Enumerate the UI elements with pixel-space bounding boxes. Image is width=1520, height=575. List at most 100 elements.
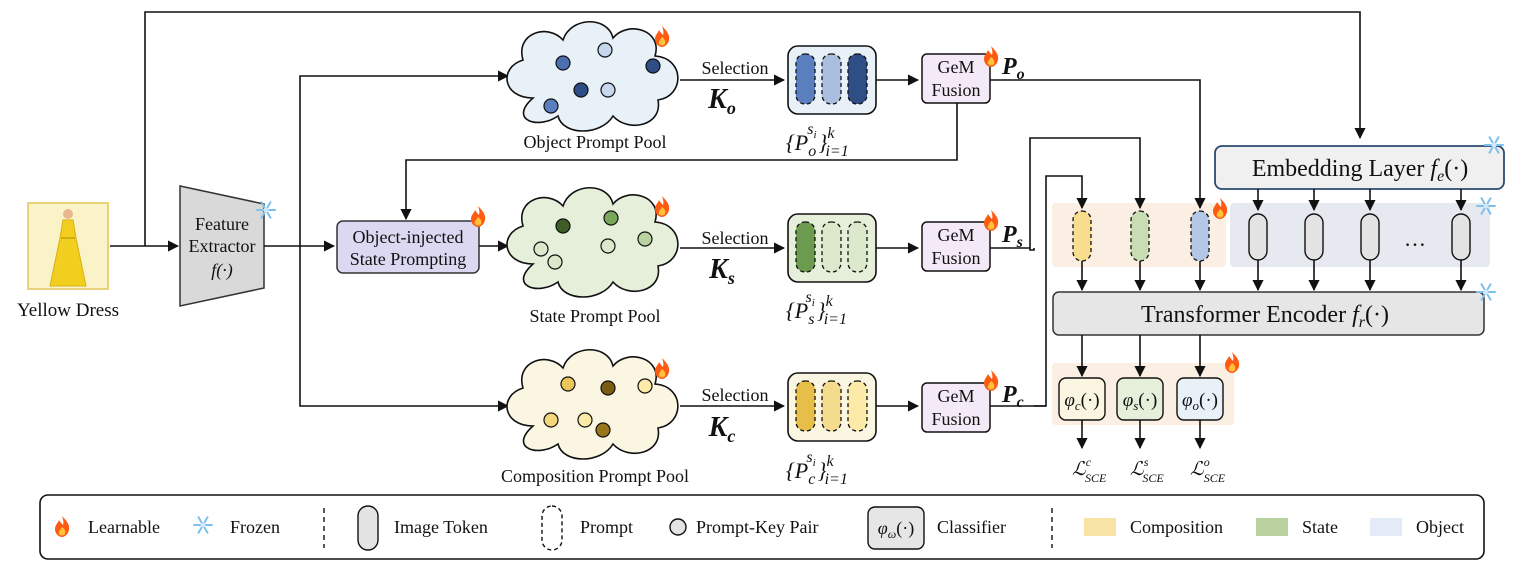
state-pool-fire-icon bbox=[655, 196, 670, 217]
state-prompt-set-label: {Pssi}k i=1 bbox=[786, 289, 847, 328]
osp-line2: State Prompting bbox=[350, 249, 467, 269]
svg-text:φs(·): φs(·) bbox=[1123, 390, 1158, 413]
composition-pool-fire-icon bbox=[655, 358, 670, 379]
loss-state: ℒs SCE bbox=[1130, 455, 1164, 485]
legend-classifier-symbol: φω(·) bbox=[878, 518, 914, 541]
legend-prompt: Prompt bbox=[580, 517, 633, 537]
key-object-sub: o bbox=[727, 98, 736, 118]
composition-prompt-set-label: {Pcsi}k i=1 bbox=[786, 449, 848, 488]
object-selected-prompts bbox=[787, 45, 877, 115]
prompt-tokens-fire-icon bbox=[1213, 198, 1228, 219]
input-image bbox=[27, 202, 109, 290]
composition-selected-prompts bbox=[787, 372, 877, 442]
object-gem-fire-icon bbox=[984, 46, 999, 67]
composition-pool-label: Composition Prompt Pool bbox=[501, 466, 689, 486]
legend-composition: Composition bbox=[1130, 517, 1223, 537]
state-prompt-pool bbox=[506, 186, 679, 298]
svg-text:Fusion: Fusion bbox=[931, 248, 980, 268]
composition-fusion-output: Pc bbox=[1001, 382, 1024, 411]
state-fusion-output: Ps bbox=[1001, 222, 1023, 251]
extractor-line1: Feature bbox=[195, 214, 249, 234]
selection-state-text: Selection bbox=[702, 228, 769, 248]
object-gem-fusion: GeM Fusion bbox=[921, 53, 991, 104]
loss-composition: ℒc SCE bbox=[1072, 455, 1107, 485]
key-state-sub: s bbox=[727, 268, 735, 288]
svg-text:{Pssi}ki=1: {Pssi}k i=1 bbox=[786, 289, 847, 328]
svg-text:GeM: GeM bbox=[938, 386, 975, 406]
composition-prompt-pool bbox=[506, 348, 679, 460]
legend-learnable: Learnable bbox=[88, 517, 160, 537]
selection-composition-text: Selection bbox=[702, 385, 769, 405]
selection-object: Selection Ko bbox=[680, 58, 786, 118]
legend-object: Object bbox=[1416, 517, 1464, 537]
object-fusion-to-osp-arrow bbox=[400, 103, 958, 221]
legend-classifier: Classifier bbox=[937, 517, 1006, 537]
input-label: Yellow Dress bbox=[17, 300, 119, 321]
legend-prompt-key-icon bbox=[669, 518, 687, 536]
prompt-tokens bbox=[1072, 210, 1210, 262]
svg-text:Fusion: Fusion bbox=[931, 409, 980, 429]
legend-state: State bbox=[1302, 517, 1338, 537]
svg-text:Kc: Kc bbox=[708, 412, 736, 446]
legend-prompt-key-pair: Prompt-Key Pair bbox=[696, 517, 818, 537]
osp-line1: Object-injected bbox=[353, 227, 464, 247]
object-fusion-output: Po bbox=[1001, 54, 1025, 83]
legend-image-token: Image Token bbox=[394, 517, 488, 537]
state-gem-fire-icon bbox=[984, 210, 999, 231]
embedding-to-token-arrows bbox=[1252, 189, 1467, 212]
legend: Learnable Frozen Image Token Prompt Prom… bbox=[39, 494, 1485, 560]
svg-text:Ks: Ks bbox=[708, 254, 735, 288]
loss-object: ℒo SCE bbox=[1190, 455, 1226, 485]
embedding-layer: Embedding Layer fe(·) bbox=[1214, 145, 1505, 190]
input-to-embedding-arrow bbox=[144, 11, 1366, 246]
transformer-encoder: Transformer Encoder fr(·) bbox=[1052, 291, 1485, 336]
svg-text:{Pcsi}ki=1: {Pcsi}k i=1 bbox=[786, 449, 848, 488]
svg-text:Fusion: Fusion bbox=[931, 80, 980, 100]
key-state-main: K bbox=[708, 254, 730, 285]
svg-text:φc(·): φc(·) bbox=[1064, 390, 1099, 413]
token-ellipsis: … bbox=[1404, 226, 1426, 251]
classifier-object: φo(·) bbox=[1176, 377, 1224, 421]
object-prompt-pool bbox=[506, 20, 679, 132]
prompts-to-gem-arrows bbox=[876, 74, 920, 412]
object-pool-label: Object Prompt Pool bbox=[524, 132, 667, 152]
token-to-transformer-arrows bbox=[1076, 260, 1467, 292]
selection-state: Selection Ks bbox=[680, 228, 786, 288]
classifier-state: φs(·) bbox=[1116, 377, 1164, 421]
osp-fire-icon bbox=[471, 206, 486, 227]
legend-composition-swatch bbox=[1084, 518, 1116, 536]
key-composition-main: K bbox=[708, 412, 730, 443]
svg-text:GeM: GeM bbox=[938, 225, 975, 245]
svg-text:{Posi}ki=1: {Posi}k i=1 bbox=[786, 121, 849, 160]
object-pool-fire-icon bbox=[655, 26, 670, 47]
extractor-symbol: f(·) bbox=[211, 260, 233, 281]
composition-gem-fusion: GeM Fusion bbox=[921, 382, 991, 433]
legend-frozen: Frozen bbox=[230, 517, 280, 537]
state-gem-fusion: GeM Fusion bbox=[921, 221, 991, 272]
legend-prompt-icon bbox=[541, 505, 563, 551]
classifier-to-loss-arrows bbox=[1076, 420, 1206, 450]
legend-classifier-icon bbox=[867, 506, 925, 550]
key-composition-sub: c bbox=[727, 426, 735, 446]
state-pool-label: State Prompt Pool bbox=[529, 306, 660, 326]
transformer-to-classifier-arrows bbox=[1076, 335, 1206, 378]
extractor-branch-arrows bbox=[264, 70, 510, 412]
selection-object-text: Selection bbox=[702, 58, 769, 78]
object-prompt-set-label: {Posi}k i=1 bbox=[786, 121, 849, 160]
key-object-main: K bbox=[707, 84, 729, 115]
image-token-region bbox=[1230, 203, 1490, 267]
feature-extractor: Feature Extractor f(·) bbox=[179, 185, 265, 307]
classifier-composition: φc(·) bbox=[1058, 377, 1106, 421]
svg-text:Ko: Ko bbox=[707, 84, 736, 118]
selection-composition: Selection Kc bbox=[680, 385, 786, 446]
state-selected-prompts bbox=[787, 213, 877, 283]
legend-object-swatch bbox=[1370, 518, 1402, 536]
legend-image-token-icon bbox=[357, 505, 379, 551]
svg-text:φo(·): φo(·) bbox=[1182, 390, 1218, 413]
composition-gem-fire-icon bbox=[984, 370, 999, 391]
legend-state-swatch bbox=[1256, 518, 1288, 536]
